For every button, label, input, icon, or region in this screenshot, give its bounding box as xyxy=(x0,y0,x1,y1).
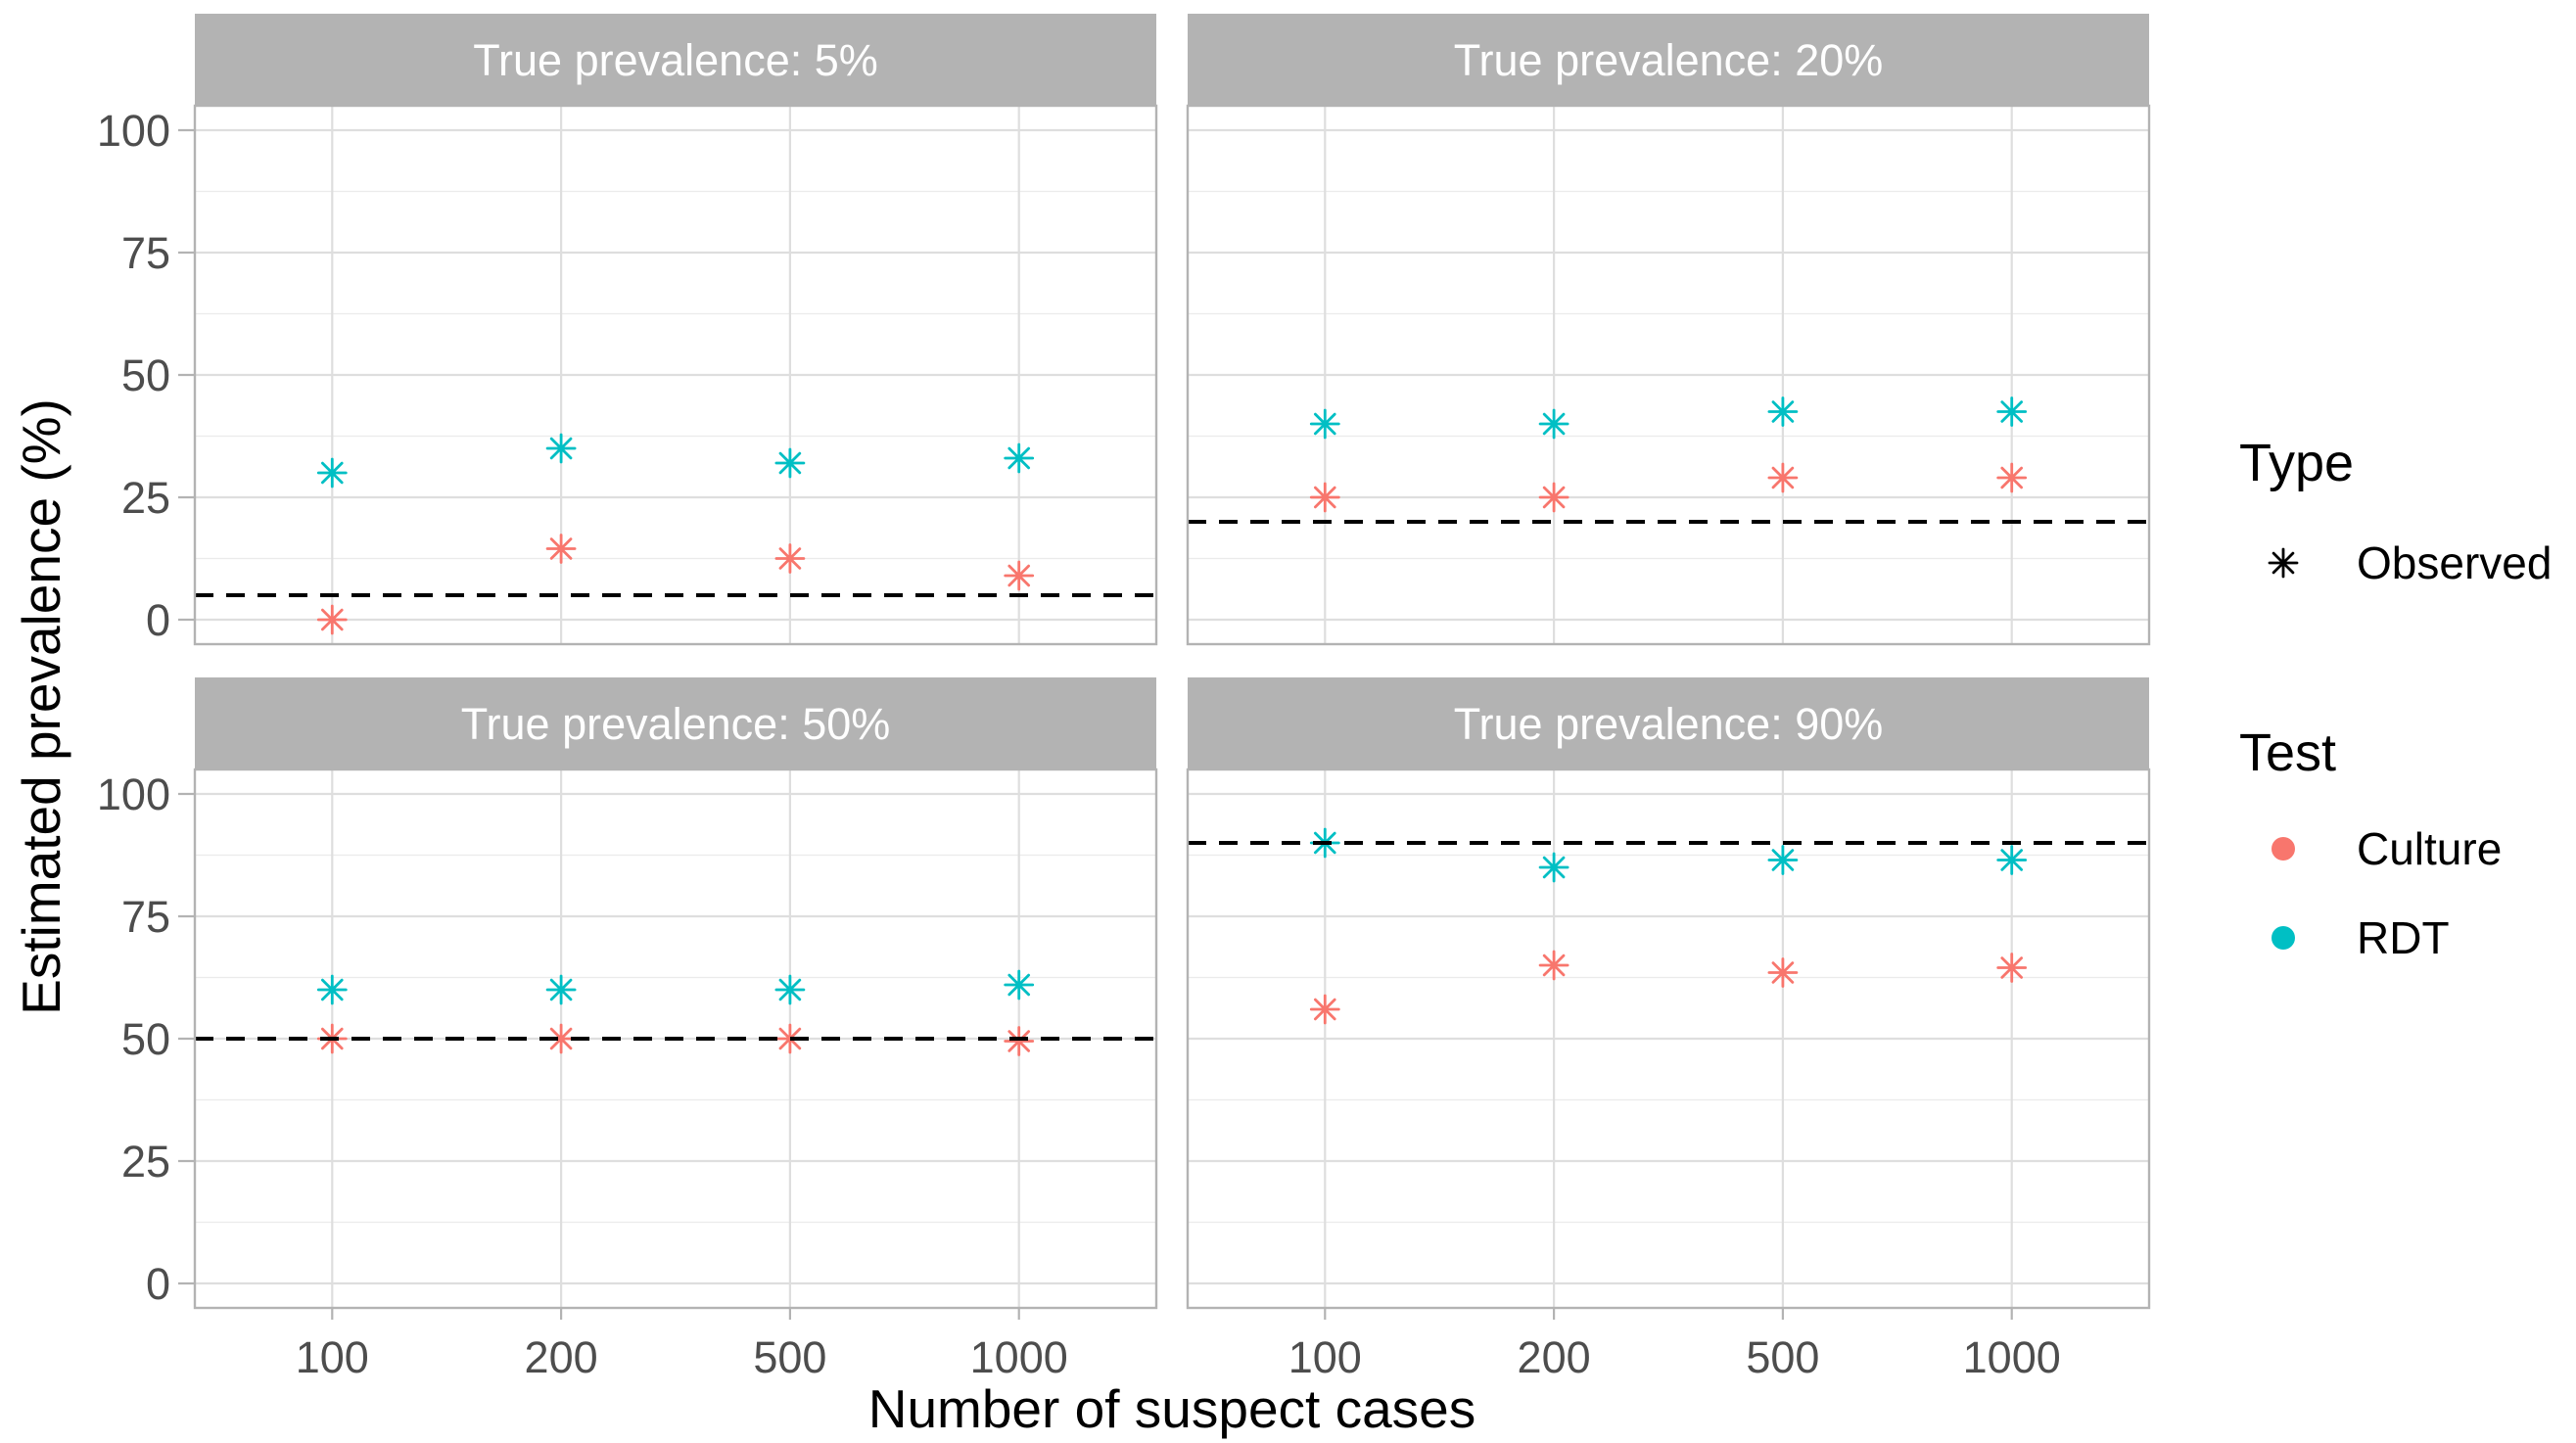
culture-point xyxy=(1767,957,1799,988)
rdt-point xyxy=(1538,408,1569,440)
x-tick-label: 500 xyxy=(753,1332,826,1382)
y-tick-label: 0 xyxy=(146,1259,170,1309)
facet-title: True prevalence: 20% xyxy=(1454,35,1884,85)
y-tick-label: 100 xyxy=(97,769,170,819)
legend-label-culture: Culture xyxy=(2357,823,2502,874)
x-tick-label: 100 xyxy=(296,1332,369,1382)
culture-point xyxy=(1538,482,1569,513)
culture-point xyxy=(1996,462,2028,493)
legend-type: Type Observed xyxy=(2239,434,2552,588)
facet-title: True prevalence: 50% xyxy=(461,699,891,749)
rdt-point xyxy=(1767,396,1799,427)
facet-strip xyxy=(195,677,1156,769)
y-axis-title: Estimated prevalence (%) xyxy=(11,398,71,1015)
facet-panel: True prevalence: 50% 0 25 50 75 100 100 200 500 1… xyxy=(97,677,1158,1382)
legend-label-rdt: RDT xyxy=(2357,912,2450,963)
y-tick-label: 100 xyxy=(97,106,170,156)
rdt-dot-icon xyxy=(2272,926,2295,950)
asterisk-icon xyxy=(2268,547,2299,579)
x-tick-label: 100 xyxy=(1288,1332,1362,1382)
x-tick-label: 500 xyxy=(1746,1332,1819,1382)
legend-test: Test Culture RDT xyxy=(2239,723,2502,963)
rdt-point xyxy=(545,433,577,464)
culture-point xyxy=(1309,482,1340,513)
legend-title-type: Type xyxy=(2239,434,2354,492)
x-tick-label: 200 xyxy=(1518,1332,1591,1382)
rdt-point xyxy=(316,974,348,1005)
x-tick-label: 200 xyxy=(525,1332,598,1382)
y-tick-label: 75 xyxy=(121,892,170,942)
facet-strip xyxy=(1188,677,2149,769)
rdt-point xyxy=(1538,852,1569,883)
culture-point xyxy=(545,534,577,564)
culture-point xyxy=(1004,560,1035,591)
rdt-point xyxy=(1309,408,1340,440)
culture-point xyxy=(545,1023,577,1054)
culture-dot-icon xyxy=(2272,837,2295,861)
facet-panel: True prevalence: 90% 100 200 500 1000 xyxy=(1186,677,2151,1382)
rdt-point xyxy=(1996,845,2028,875)
x-tick-label: 1000 xyxy=(1963,1332,2061,1382)
x-tick-label: 1000 xyxy=(970,1332,1068,1382)
legend-title-test: Test xyxy=(2239,723,2336,782)
culture-point xyxy=(316,604,348,635)
y-tick-label: 75 xyxy=(121,228,170,278)
y-tick-label: 25 xyxy=(121,473,170,523)
facet-strip xyxy=(1188,14,2149,106)
culture-point xyxy=(774,1023,806,1054)
culture-point xyxy=(774,543,806,574)
culture-point xyxy=(1309,994,1340,1025)
y-tick-label: 50 xyxy=(121,1014,170,1064)
facet-strip xyxy=(195,14,1156,106)
y-tick-label: 25 xyxy=(121,1137,170,1187)
rdt-point xyxy=(1996,396,2028,427)
culture-point xyxy=(1996,953,2028,983)
rdt-point xyxy=(1767,845,1799,875)
rdt-point xyxy=(1004,969,1035,1001)
rdt-point xyxy=(774,447,806,479)
culture-point xyxy=(1767,462,1799,493)
x-axis-title: Number of suspect cases xyxy=(868,1378,1476,1439)
y-tick-label: 0 xyxy=(146,595,170,645)
y-tick-label: 50 xyxy=(121,350,170,400)
facet-panel: True prevalence: 5% 0 25 50 75 100 xyxy=(97,14,1158,646)
rdt-point xyxy=(545,974,577,1005)
facet-panel: True prevalence: 20% xyxy=(1186,14,2151,646)
rdt-point xyxy=(1004,442,1035,474)
rdt-point xyxy=(316,457,348,489)
culture-point xyxy=(1004,1026,1035,1056)
facet-title: True prevalence: 90% xyxy=(1454,699,1884,749)
rdt-point xyxy=(774,974,806,1005)
culture-point xyxy=(1538,950,1569,981)
legend-label-observed: Observed xyxy=(2357,537,2552,588)
facet-title: True prevalence: 5% xyxy=(473,35,878,85)
